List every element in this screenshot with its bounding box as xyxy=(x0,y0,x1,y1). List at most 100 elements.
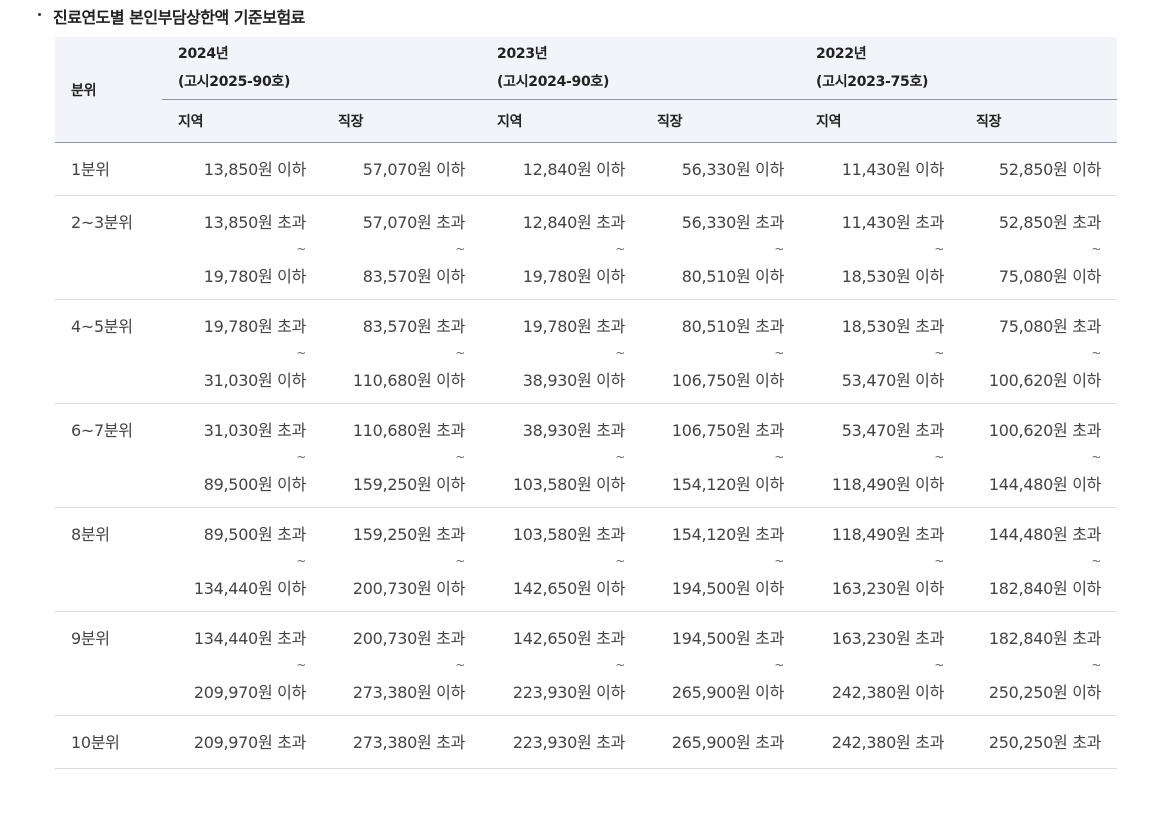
amount-value: 18,530원 이하 xyxy=(841,267,945,286)
amount-value: 31,030원 이하 xyxy=(203,371,307,390)
amount-value: 56,330원 이하 xyxy=(681,160,785,179)
cell-regional: 12,840원 이하 xyxy=(481,142,642,196)
amount-value: 12,840원 이하 xyxy=(522,160,626,179)
section-title-row: 진료연도별 본인부담상한액 기준보험료 xyxy=(38,3,305,29)
row-category: 6~7분위 xyxy=(55,403,162,508)
row-category: 2~3분위 xyxy=(55,195,162,300)
cell-regional: 118,490원 초과 ~163,230원 이하 xyxy=(800,507,961,612)
header-year-2023: 2023년 (고시2024-90호) xyxy=(481,37,801,100)
amount-value: 75,080원 이하 xyxy=(998,267,1102,286)
amount-value: 75,080원 초과 xyxy=(998,317,1102,336)
amount-value: 52,850원 이하 xyxy=(998,160,1102,179)
range-tilde: ~ xyxy=(296,658,306,672)
range-tilde: ~ xyxy=(296,554,306,568)
cell-regional: 11,430원 초과 ~18,530원 이하 xyxy=(800,195,961,300)
row-category: 9분위 xyxy=(55,611,162,716)
cell-regional: 242,380원 초과 xyxy=(800,715,961,769)
amount-value: 19,780원 초과 xyxy=(203,317,307,336)
table-row: 1분위 13,850원 이하 57,070원 이하 12,840원 이하 56,330원… xyxy=(55,142,1118,196)
amount-value: 53,470원 초과 xyxy=(841,421,945,440)
cell-regional: 31,030원 초과 ~89,500원 이하 xyxy=(162,403,322,508)
range-tilde: ~ xyxy=(615,658,626,672)
amount-value: 31,030원 초과 xyxy=(203,421,307,440)
amount-value: 200,730원 이하 xyxy=(352,579,466,598)
cell-workplace: 57,070원 이하 xyxy=(322,142,482,196)
cell-regional: 134,440원 초과 ~209,970원 이하 xyxy=(162,611,322,716)
amount-value: 12,840원 초과 xyxy=(522,213,626,232)
amount-value: 118,490원 이하 xyxy=(831,475,945,494)
amount-value: 250,250원 초과 xyxy=(988,733,1102,752)
range-tilde: ~ xyxy=(1091,242,1102,256)
notice-label: (고시2025-90호) xyxy=(178,74,291,90)
amount-value: 53,470원 이하 xyxy=(841,371,945,390)
header-year-2024: 2024년 (고시2025-90호) xyxy=(162,37,482,100)
amount-value: 209,970원 이하 xyxy=(193,683,306,702)
amount-value: 83,570원 초과 xyxy=(362,317,466,336)
range-tilde: ~ xyxy=(934,554,945,568)
amount-value: 154,120원 이하 xyxy=(671,475,785,494)
amount-value: 118,490원 초과 xyxy=(831,525,945,544)
amount-value: 89,500원 초과 xyxy=(203,525,307,544)
cell-regional: 13,850원 초과 ~19,780원 이하 xyxy=(162,195,322,300)
notice-label: (고시2023-75호) xyxy=(816,74,929,90)
amount-value: 223,930원 이하 xyxy=(512,683,626,702)
category-label: 4~5분위 xyxy=(71,317,133,336)
cell-regional: 223,930원 초과 xyxy=(481,715,642,769)
cell-regional: 19,780원 초과 ~31,030원 이하 xyxy=(162,299,322,404)
amount-value: 89,500원 이하 xyxy=(203,475,307,494)
cell-regional: 11,430원 이하 xyxy=(800,142,961,196)
cell-workplace: 52,850원 이하 xyxy=(960,142,1118,196)
cell-regional: 18,530원 초과 ~53,470원 이하 xyxy=(800,299,961,404)
cell-workplace: 80,510원 초과 ~106,750원 이하 xyxy=(641,299,801,404)
header-workplace: 직장 xyxy=(322,99,482,143)
range-tilde: ~ xyxy=(1091,554,1102,568)
amount-value: 38,930원 이하 xyxy=(522,371,626,390)
range-tilde: ~ xyxy=(455,554,466,568)
amount-value: 11,430원 이하 xyxy=(841,160,945,179)
amount-value: 19,780원 초과 xyxy=(522,317,626,336)
amount-value: 80,510원 이하 xyxy=(681,267,785,286)
amount-value: 163,230원 초과 xyxy=(831,629,945,648)
range-tilde: ~ xyxy=(774,242,785,256)
cell-workplace: 106,750원 초과 ~154,120원 이하 xyxy=(641,403,801,508)
cell-workplace: 144,480원 초과 ~182,840원 이하 xyxy=(960,507,1118,612)
amount-value: 57,070원 이하 xyxy=(362,160,466,179)
amount-value: 200,730원 초과 xyxy=(352,629,466,648)
category-label: 6~7분위 xyxy=(71,421,133,440)
table-row: 10분위 209,970원 초과 273,380원 초과 223,930원 초과 265… xyxy=(55,715,1118,769)
cell-workplace: 154,120원 초과 ~194,500원 이하 xyxy=(641,507,801,612)
range-tilde: ~ xyxy=(455,658,466,672)
range-tilde: ~ xyxy=(455,242,466,256)
amount-value: 142,650원 이하 xyxy=(512,579,626,598)
header-year-2022: 2022년 (고시2023-75호) xyxy=(800,37,1118,100)
range-tilde: ~ xyxy=(934,658,945,672)
cell-workplace: 100,620원 초과 ~144,480원 이하 xyxy=(960,403,1118,508)
category-label: 9분위 xyxy=(71,629,110,648)
range-tilde: ~ xyxy=(615,346,626,360)
cell-workplace: 75,080원 초과 ~100,620원 이하 xyxy=(960,299,1118,404)
year-label: 2023년 xyxy=(497,46,548,62)
table-body: 1분위 13,850원 이하 57,070원 이하 12,840원 이하 56,330원… xyxy=(55,142,1118,769)
amount-value: 38,930원 초과 xyxy=(522,421,626,440)
cell-regional: 53,470원 초과 ~118,490원 이하 xyxy=(800,403,961,508)
amount-value: 182,840원 이하 xyxy=(988,579,1102,598)
cell-workplace: 273,380원 초과 xyxy=(322,715,482,769)
range-tilde: ~ xyxy=(1091,346,1102,360)
amount-value: 273,380원 이하 xyxy=(352,683,466,702)
category-label: 10분위 xyxy=(71,733,120,752)
table-row: 8분위 89,500원 초과 ~134,440원 이하 159,250원 초과 ~200… xyxy=(55,507,1118,612)
range-tilde: ~ xyxy=(1091,450,1102,464)
cell-workplace: 194,500원 초과 ~265,900원 이하 xyxy=(641,611,801,716)
cell-regional: 163,230원 초과 ~242,380원 이하 xyxy=(800,611,961,716)
section-title: 진료연도별 본인부담상한액 기준보험료 xyxy=(53,8,305,27)
amount-value: 223,930원 초과 xyxy=(512,733,626,752)
range-tilde: ~ xyxy=(296,242,306,256)
amount-value: 242,380원 초과 xyxy=(831,733,945,752)
amount-value: 265,900원 초과 xyxy=(671,733,785,752)
amount-value: 13,850원 초과 xyxy=(203,213,307,232)
cell-workplace: 250,250원 초과 xyxy=(960,715,1118,769)
range-tilde: ~ xyxy=(934,450,945,464)
amount-value: 159,250원 이하 xyxy=(352,475,466,494)
cell-regional: 89,500원 초과 ~134,440원 이하 xyxy=(162,507,322,612)
cell-regional: 13,850원 이하 xyxy=(162,142,322,196)
